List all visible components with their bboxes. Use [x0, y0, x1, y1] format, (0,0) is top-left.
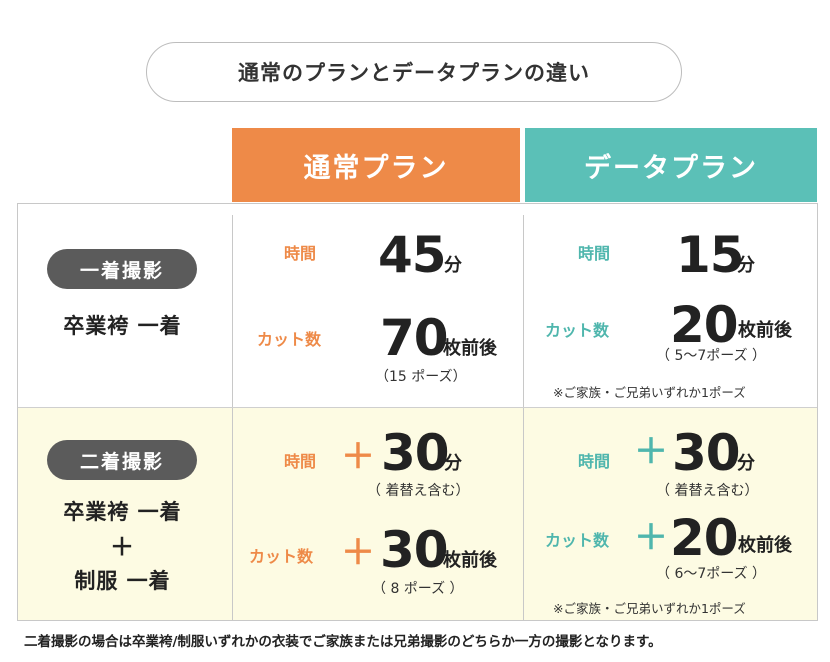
row2-description-line1: 卒業袴 一着 — [63, 500, 182, 524]
normal-row2-cuts-unit: 枚前後 — [443, 550, 497, 571]
data-row2-time-unit: 分 — [737, 453, 755, 474]
normal-cuts-value: 70 — [380, 309, 449, 367]
normal-cuts-unit: 枚前後 — [443, 338, 497, 359]
normal-cuts-sub: （15 ポーズ） — [375, 369, 467, 385]
data-row2-cuts-unit: 枚前後 — [738, 535, 792, 556]
data-note: ※ご家族・ご兄弟いずれか1ポーズ — [553, 385, 746, 400]
footer-note: 二着撮影の場合は卒業袴/制服いずれかの衣装でご家族または兄弟撮影のどちらか一方の… — [24, 634, 662, 650]
normal-row2-time-value: 30 — [381, 424, 450, 482]
badge-two-outfits: 二着撮影 — [47, 440, 197, 480]
row2-description-line2: 制服 一着 — [74, 569, 171, 593]
plus-sign: ＋ — [634, 518, 668, 558]
header-normal-plan: 通常プラン — [232, 128, 520, 202]
data-cuts-sub: （ 5〜7ポーズ ） — [656, 348, 767, 364]
normal-row2-cuts-value: 30 — [380, 521, 449, 579]
normal-time-value: 45 — [378, 226, 447, 284]
label-time: 時間 — [284, 452, 317, 471]
normal-time-unit: 分 — [444, 255, 462, 276]
data-cuts-unit: 枚前後 — [738, 320, 792, 341]
comparison-table — [17, 203, 818, 621]
plus-sign: ＋ — [341, 533, 375, 573]
normal-row2-cuts-sub: （ 8 ポーズ ） — [372, 581, 464, 597]
data-cuts-value: 20 — [670, 296, 739, 354]
label-time: 時間 — [284, 244, 317, 263]
normal-row2-time-sub: （ 着替え含む） — [367, 483, 470, 499]
plus-sign: ＋ — [634, 432, 668, 472]
row1-description: 卒業袴 一着 — [63, 314, 182, 338]
label-cuts: カット数 — [257, 330, 322, 349]
data-row2-time-value: 30 — [672, 424, 741, 482]
label-cuts: カット数 — [545, 531, 610, 550]
data-row2-note: ※ご家族・ご兄弟いずれか1ポーズ — [553, 601, 746, 616]
page-title: 通常のプランとデータプランの違い — [146, 42, 682, 102]
normal-row2-time-unit: 分 — [444, 453, 462, 474]
row2-description-plus: ＋ — [110, 533, 135, 561]
label-cuts: カット数 — [249, 547, 314, 566]
data-row2-cuts-value: 20 — [670, 509, 739, 567]
header-data-plan: データプラン — [525, 128, 817, 202]
row-divider — [18, 407, 817, 408]
column-divider-1 — [232, 215, 233, 621]
data-time-unit: 分 — [737, 255, 755, 276]
data-row2-cuts-sub: （ 6〜7ポーズ ） — [656, 566, 767, 582]
plus-sign: ＋ — [341, 437, 375, 477]
label-cuts: カット数 — [545, 321, 610, 340]
column-divider-2 — [523, 215, 524, 621]
label-time: 時間 — [578, 244, 611, 263]
data-time-value: 15 — [676, 226, 745, 284]
data-row2-time-sub: （ 着替え含む） — [656, 483, 759, 499]
badge-one-outfit: 一着撮影 — [47, 249, 197, 289]
label-time: 時間 — [578, 452, 611, 471]
